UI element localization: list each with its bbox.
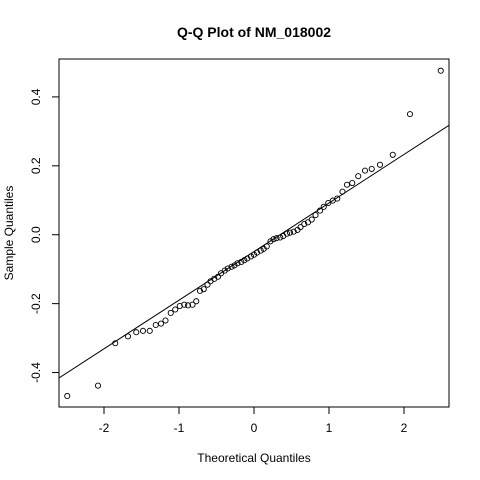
x-axis-label: Theoretical Quantiles [197, 451, 310, 465]
data-point [189, 301, 196, 308]
x-tick-label: 2 [401, 421, 408, 435]
data-point [308, 216, 315, 223]
qq-reference-line [59, 124, 449, 379]
data-point [146, 327, 153, 334]
data-point [238, 258, 245, 265]
data-point [200, 286, 207, 293]
data-point [181, 301, 188, 308]
data-point [214, 273, 222, 280]
data-point [389, 151, 396, 158]
data-point [283, 230, 291, 237]
data-point [343, 181, 351, 188]
data-point [355, 173, 362, 180]
x-tick-label: 0 [251, 421, 258, 435]
data-point [157, 320, 165, 327]
data-point [124, 333, 132, 340]
data-point [162, 317, 169, 324]
y-tick-label: -0.4 [29, 362, 43, 383]
data-point [247, 253, 255, 260]
y-tick-label: 0.2 [29, 157, 43, 174]
data-point [376, 161, 384, 168]
data-point [312, 212, 319, 219]
data-point [273, 235, 280, 242]
data-point [193, 298, 200, 305]
data-point [270, 236, 277, 243]
data-point [277, 234, 284, 241]
data-point [325, 199, 332, 207]
data-point [196, 287, 204, 294]
data-point [112, 340, 119, 347]
data-point [184, 302, 192, 309]
plot-frame [58, 58, 450, 408]
data-point [406, 111, 414, 118]
y-tick-label: 0.0 [29, 226, 43, 243]
data-point [167, 309, 174, 316]
x-tick-label: 1 [326, 421, 333, 435]
data-point [224, 265, 231, 272]
data-point [204, 281, 211, 288]
data-point [437, 67, 444, 74]
x-axis: -2 -1 0 1 2 [99, 406, 408, 435]
data-point [257, 247, 264, 254]
data-point [368, 165, 375, 172]
data-point [94, 382, 102, 389]
data-point [234, 260, 241, 267]
data-point [301, 220, 308, 228]
data-point [334, 195, 341, 202]
chart-title: Q-Q Plot of NM_018002 [177, 24, 331, 40]
y-axis-label: Sample Quantiles [2, 186, 16, 281]
data-point [286, 229, 294, 236]
plot-area [59, 67, 449, 400]
y-tick-label: -0.2 [29, 293, 43, 314]
data-point [133, 329, 140, 336]
data-point [172, 306, 179, 313]
data-point [290, 228, 297, 235]
data-point [297, 224, 304, 231]
data-point [139, 327, 147, 334]
data-point [241, 257, 248, 264]
data-point [339, 188, 346, 195]
data-point [316, 207, 324, 214]
x-tick-label: -2 [99, 421, 110, 435]
data-point [263, 243, 270, 250]
data-point [64, 392, 71, 400]
data-point [228, 263, 235, 270]
x-tick-label: -1 [174, 421, 185, 435]
data-point [152, 321, 159, 329]
y-tick-label: 0.4 [29, 88, 43, 105]
data-point [349, 179, 356, 187]
data-point [361, 167, 369, 174]
data-point [320, 203, 327, 210]
y-axis: -0.4 -0.2 0.0 0.2 0.4 [29, 88, 60, 383]
